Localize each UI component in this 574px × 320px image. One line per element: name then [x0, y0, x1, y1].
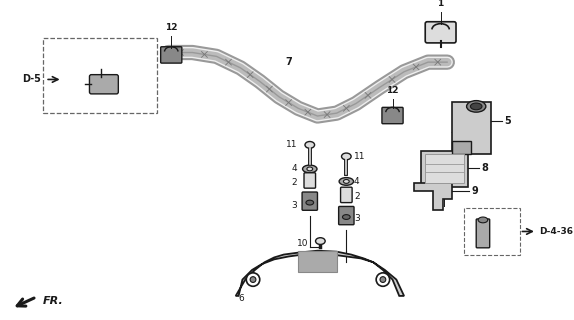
Text: 5: 5 — [504, 116, 511, 126]
Polygon shape — [236, 251, 404, 296]
Ellipse shape — [307, 167, 313, 171]
Bar — [464, 208, 519, 254]
Ellipse shape — [305, 141, 315, 148]
FancyBboxPatch shape — [476, 219, 490, 248]
Text: 11: 11 — [286, 140, 297, 149]
Text: 6: 6 — [239, 294, 245, 303]
Ellipse shape — [339, 178, 354, 185]
Text: 3: 3 — [292, 201, 297, 210]
Text: 11: 11 — [354, 152, 366, 161]
Ellipse shape — [467, 100, 486, 112]
Text: 8: 8 — [481, 163, 488, 173]
Bar — [43, 38, 157, 113]
Text: D-5: D-5 — [22, 75, 41, 84]
Ellipse shape — [343, 180, 349, 183]
Text: 2: 2 — [354, 192, 360, 201]
Text: 4: 4 — [354, 177, 360, 186]
Text: FR.: FR. — [42, 296, 63, 306]
Bar — [452, 101, 491, 155]
Ellipse shape — [478, 217, 488, 223]
Text: 1: 1 — [437, 0, 444, 8]
Ellipse shape — [343, 215, 350, 220]
Text: 10: 10 — [297, 239, 309, 248]
Text: 2: 2 — [292, 178, 297, 187]
Circle shape — [246, 273, 260, 286]
Bar — [425, 155, 464, 183]
Ellipse shape — [316, 238, 325, 244]
Ellipse shape — [302, 165, 317, 173]
FancyBboxPatch shape — [425, 22, 456, 43]
Ellipse shape — [306, 200, 313, 205]
Text: D-4-36: D-4-36 — [539, 227, 573, 236]
Text: 9: 9 — [471, 186, 478, 196]
Ellipse shape — [342, 153, 351, 160]
Text: 12: 12 — [165, 23, 177, 32]
FancyBboxPatch shape — [339, 206, 354, 225]
FancyBboxPatch shape — [90, 75, 118, 94]
FancyBboxPatch shape — [340, 187, 352, 203]
Text: 4: 4 — [292, 164, 297, 173]
Text: 12: 12 — [386, 86, 399, 95]
FancyBboxPatch shape — [302, 192, 317, 210]
FancyBboxPatch shape — [161, 47, 182, 63]
Circle shape — [250, 277, 256, 283]
Text: 7: 7 — [285, 57, 292, 67]
Bar — [298, 251, 337, 272]
Text: 3: 3 — [354, 214, 360, 223]
FancyBboxPatch shape — [304, 173, 316, 188]
FancyBboxPatch shape — [382, 107, 403, 124]
Bar — [421, 151, 468, 187]
Polygon shape — [414, 183, 452, 210]
Bar — [452, 141, 471, 155]
Circle shape — [376, 273, 390, 286]
Circle shape — [380, 277, 386, 283]
Ellipse shape — [471, 103, 482, 110]
